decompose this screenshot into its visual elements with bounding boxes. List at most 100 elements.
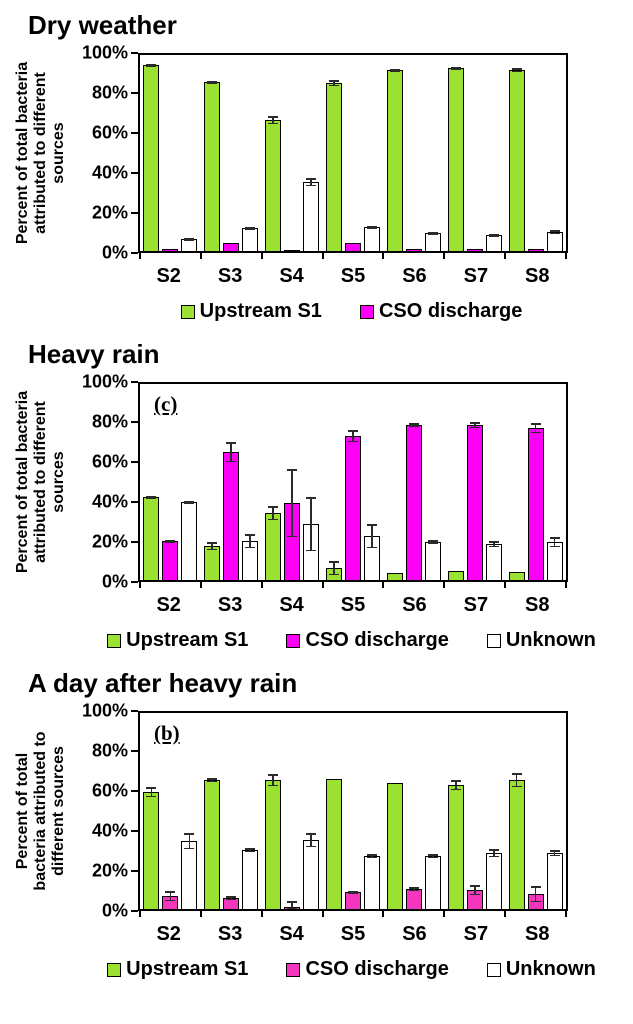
y-tick-label: 40% — [91, 162, 128, 183]
error-cap-top — [245, 848, 256, 850]
error-stem — [249, 535, 252, 547]
bar-upstream-s1-s5 — [326, 779, 342, 909]
x-label-s5: S5 — [340, 594, 366, 616]
error-cap-top — [306, 497, 317, 499]
y-axis-label: Percent of total bacteria attributed to … — [14, 390, 67, 574]
error-cap-top — [367, 854, 377, 856]
error-cap-top — [549, 230, 560, 232]
barwrap — [242, 55, 259, 251]
bar-group-s4 — [262, 384, 323, 580]
error-bar — [287, 901, 298, 909]
barwrap — [265, 384, 282, 580]
bar-group-s6 — [383, 713, 444, 909]
bar-upstream-s1-s2 — [143, 65, 160, 251]
barwrap — [143, 713, 160, 909]
y-tick-label: 0% — [101, 571, 128, 592]
error-bar — [549, 230, 560, 234]
y-tick-mark — [131, 501, 138, 503]
legend-item-cso-discharge: CSO discharge — [286, 629, 449, 652]
bar-upstream-s1-s3 — [204, 82, 221, 251]
barwrap — [546, 384, 563, 580]
x-label-s7: S7 — [463, 265, 489, 287]
x-label-s2: S2 — [156, 265, 181, 287]
error-bar — [511, 68, 522, 72]
error-stem — [492, 850, 495, 856]
error-bar — [146, 495, 157, 499]
bar-unknown-s2 — [181, 502, 198, 580]
error-cap-top — [530, 886, 541, 888]
bar-unknown-s5 — [364, 856, 380, 909]
error-cap-bottom — [469, 426, 480, 428]
y-tick-label: 80% — [91, 82, 128, 103]
barwrap — [326, 713, 342, 909]
bar-upstream-s1-s5 — [326, 83, 342, 251]
legend-item-upstream-s1: Upstream S1 — [180, 300, 322, 323]
y-tick-mark — [131, 381, 138, 383]
y-tick-label: 0% — [101, 242, 128, 263]
error-cap-bottom — [306, 184, 317, 186]
y-tick-mark — [131, 581, 138, 583]
error-bar — [146, 787, 157, 797]
error-cap-top — [511, 68, 522, 70]
y-tick-label: 80% — [91, 740, 128, 761]
error-bar — [530, 886, 541, 902]
error-stem — [310, 834, 312, 846]
bar-upstream-s1-s7 — [447, 571, 464, 580]
error-bar — [329, 80, 339, 86]
error-cap-top — [408, 887, 419, 889]
error-cap-top — [389, 69, 400, 71]
error-bar — [245, 534, 256, 548]
legend-swatch-unknown-icon — [486, 633, 501, 648]
error-cap-bottom — [268, 784, 279, 786]
error-bar — [245, 848, 256, 852]
x-tick-mark — [443, 580, 446, 588]
x-tick-mark — [321, 909, 324, 917]
barwrap — [466, 384, 483, 580]
bar-unknown-s4 — [303, 182, 320, 251]
barwrap — [162, 384, 179, 580]
bar-cso-discharge-s3 — [223, 452, 240, 580]
bar-cso-discharge-s6 — [405, 249, 422, 251]
bar-upstream-s1-s3 — [204, 546, 221, 580]
barwrap — [386, 384, 403, 580]
error-cap-top — [268, 774, 279, 776]
error-bar — [184, 501, 195, 504]
error-bar — [488, 541, 499, 547]
error-stem — [515, 69, 518, 71]
error-cap-top — [207, 778, 218, 780]
error-stem — [352, 431, 354, 441]
y-tick-label: 60% — [91, 780, 128, 801]
legend-swatch-upstream-s1-icon — [180, 304, 195, 319]
error-cap-bottom — [306, 549, 317, 551]
x-tick-mark — [260, 251, 263, 259]
barwrap — [386, 713, 403, 909]
barwrap — [485, 55, 502, 251]
error-bar — [287, 469, 298, 537]
error-cap-top — [287, 901, 298, 903]
x-tick-mark — [199, 909, 202, 917]
error-cap-top — [207, 542, 218, 544]
error-cap-bottom — [530, 900, 541, 902]
bar-cso-discharge-s4 — [284, 249, 301, 251]
error-cap-top — [549, 850, 560, 852]
error-cap-bottom — [165, 541, 176, 543]
bar-upstream-s1-s7 — [447, 785, 464, 909]
barwrap — [364, 55, 380, 251]
error-cap-bottom — [427, 542, 438, 544]
barwrap — [242, 384, 259, 580]
error-stem — [272, 507, 274, 519]
error-bar — [207, 81, 218, 84]
barwrap — [162, 713, 179, 909]
bar-groups — [140, 713, 566, 909]
error-cap-top — [450, 780, 461, 782]
barwrap — [527, 55, 544, 251]
y-tick-label: 60% — [91, 451, 128, 472]
x-label-s4: S4 — [279, 594, 304, 616]
x-tick-mark — [565, 909, 567, 917]
barwrap — [326, 55, 342, 251]
error-cap-bottom — [348, 892, 358, 894]
error-cap-bottom — [226, 898, 237, 900]
bar-unknown-s6 — [424, 542, 441, 580]
error-stem — [515, 774, 518, 786]
barwrap — [181, 55, 198, 251]
